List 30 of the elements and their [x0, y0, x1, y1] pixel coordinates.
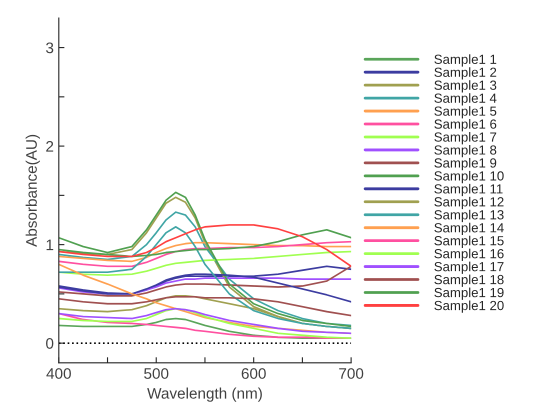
x-tick-label: 700 — [339, 368, 364, 379]
legend-label: Sample1 5 — [434, 106, 496, 118]
legend-label: Sample1 17 — [434, 262, 504, 274]
legend-label: Sample1 8 — [434, 144, 496, 158]
y-axis-title: Absorbance(AU) — [26, 134, 40, 247]
legend-label: Sample1 1 — [434, 54, 496, 67]
x-tick-label: 400 — [46, 368, 71, 379]
x-axis-title: Wavelength (nm) — [147, 388, 262, 402]
legend-label: Sample1 12 — [434, 196, 504, 210]
x-tick-label: 600 — [242, 368, 266, 379]
legend-label: Sample1 20 — [434, 300, 504, 313]
legend-label: Sample1 10 — [434, 170, 504, 184]
y-tick-label: 3 — [46, 42, 54, 54]
legend-label: Sample1 4 — [434, 93, 496, 106]
y-tick-label: 2 — [46, 140, 54, 152]
legend-label: Sample1 9 — [434, 158, 496, 170]
legend-label: Sample1 7 — [434, 132, 496, 144]
legend-label: Sample1 19 — [434, 288, 504, 300]
x-tick-label: 500 — [144, 368, 168, 379]
legend-label: Sample1 3 — [434, 80, 496, 92]
legend-label: Sample1 18 — [434, 274, 504, 287]
legend-label: Sample1 11 — [434, 184, 503, 196]
legend-label: Sample1 16 — [434, 248, 504, 261]
legend-label: Sample1 6 — [434, 119, 496, 132]
legend-label: Sample1 14 — [434, 222, 504, 236]
legend-label: Sample1 13 — [434, 210, 504, 222]
y-tick-label: 1 — [46, 240, 54, 250]
y-tick-label: 0 — [46, 338, 54, 349]
legend-label: Sample1 2 — [434, 67, 496, 80]
legend-label: Sample1 15 — [434, 236, 504, 248]
